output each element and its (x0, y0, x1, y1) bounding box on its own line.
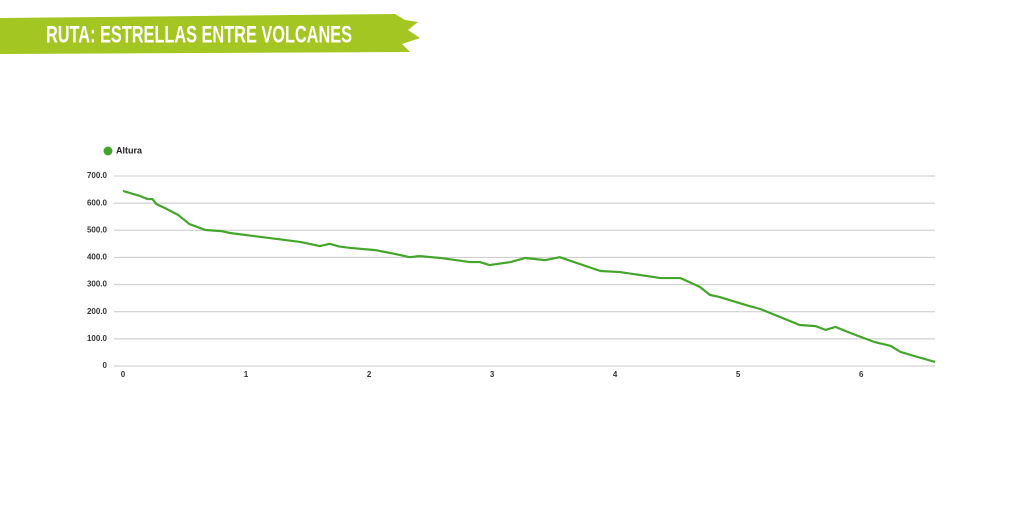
x-tick-label: 5 (736, 370, 741, 379)
title-banner (0, 14, 420, 54)
x-tick-label: 3 (490, 370, 495, 379)
y-tick-label: 500.0 (87, 225, 108, 234)
x-tick-label: 4 (613, 370, 618, 379)
y-tick-label: 400.0 (87, 253, 108, 262)
legend-marker (103, 146, 113, 156)
x-tick-label: 0 (121, 370, 126, 379)
line-series (122, 189, 936, 363)
x-tick-label: 1 (244, 370, 249, 379)
x-tick-label: 2 (367, 370, 372, 379)
y-tick-label: 0 (103, 361, 108, 370)
legend-label: Altura (116, 145, 143, 155)
y-tick-label: 200.0 (87, 307, 108, 316)
y-tick-label: 100.0 (87, 334, 108, 343)
chart-title: RUTA: ESTRELLAS ENTRE VOLCANES (46, 21, 352, 48)
y-tick-label: 700.0 (87, 171, 108, 180)
y-tick-label: 300.0 (87, 280, 108, 289)
y-tick-label: 600.0 (87, 198, 108, 207)
x-tick-label: 6 (859, 370, 864, 379)
